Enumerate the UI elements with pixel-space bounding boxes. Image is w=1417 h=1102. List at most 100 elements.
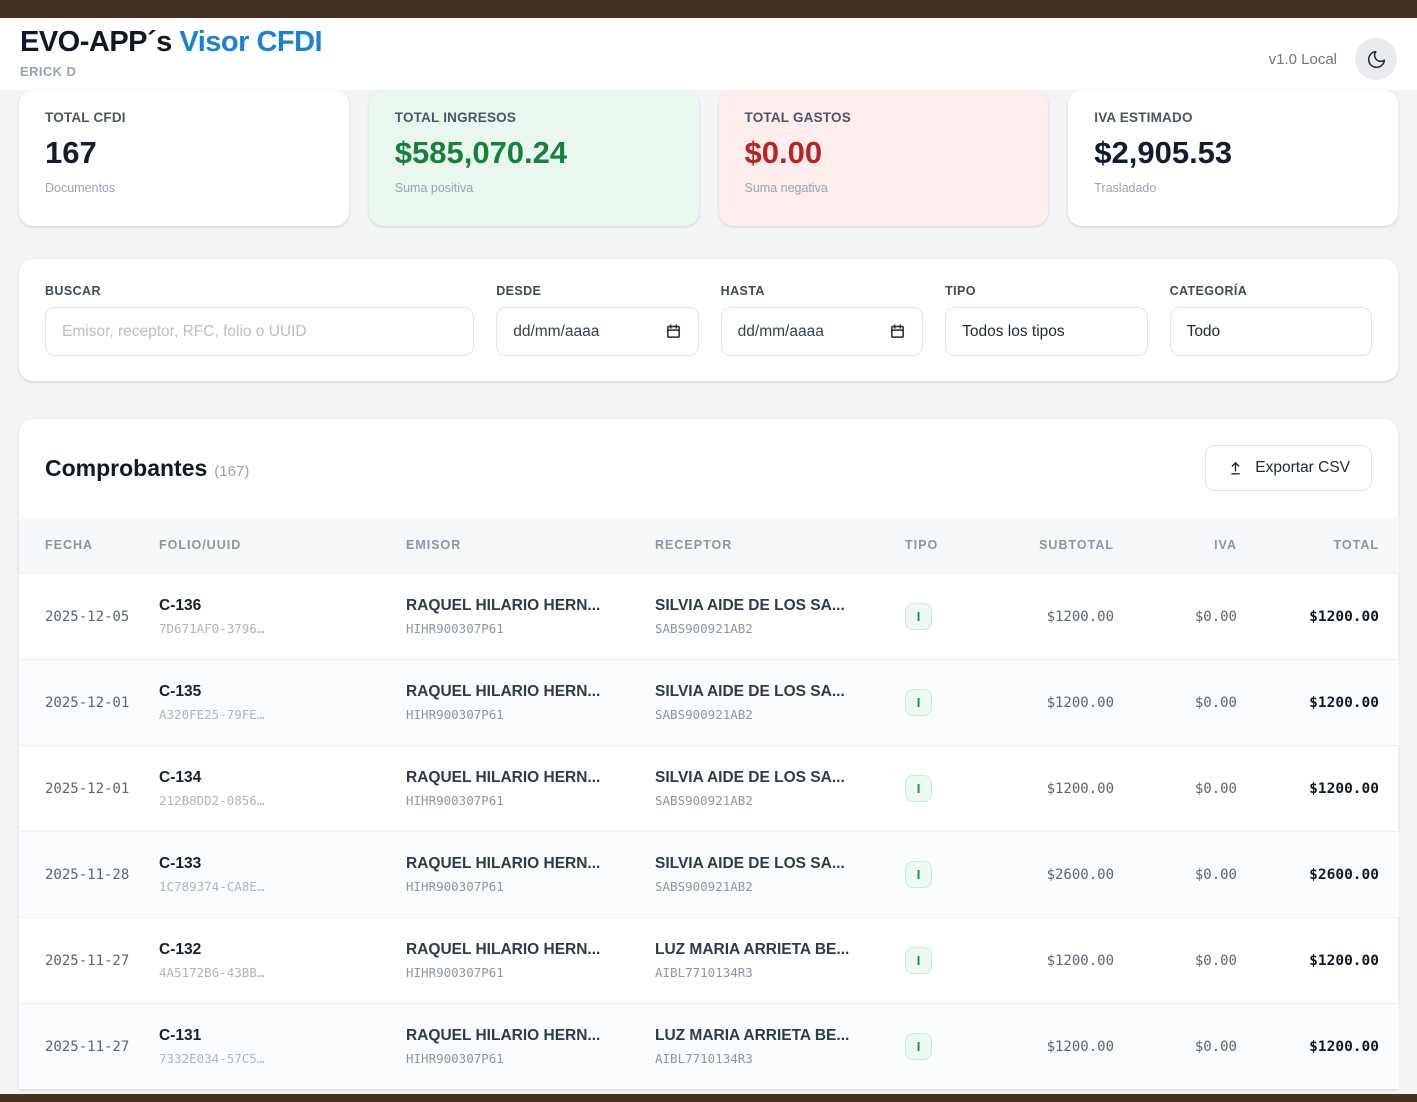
cell-subtotal: $1200.00 <box>977 1004 1114 1090</box>
receptor-rfc: SABS900921AB2 <box>655 707 905 722</box>
type-label: TIPO <box>945 284 1147 298</box>
cell-subtotal: $2600.00 <box>977 832 1114 918</box>
cell-receptor: LUZ MARIA ARRIETA BE... AIBL7710134R3 <box>655 1004 905 1090</box>
calendar-icon[interactable] <box>889 323 906 340</box>
fecha-value: 2025-12-01 <box>45 781 129 797</box>
table-row[interactable]: 2025-11-27 C-131 7332E034-57C5… RAQUEL H… <box>19 1004 1399 1090</box>
folio-value: C-131 <box>159 1027 406 1045</box>
card-sub: Suma positiva <box>395 181 673 195</box>
col-header-total: TOTAL <box>1237 517 1399 574</box>
table-title-wrap: Comprobantes (167) <box>45 455 249 482</box>
col-header-iva: IVA <box>1114 517 1237 574</box>
title-block: EVO-APP´s Visor CFDI ERICK D <box>20 26 322 80</box>
cell-subtotal: $1200.00 <box>977 574 1114 660</box>
table-row[interactable]: 2025-12-01 C-134 212B8DD2-0856… RAQUEL H… <box>19 746 1399 832</box>
cell-emisor: RAQUEL HILARIO HERN... HIHR900307P61 <box>406 574 655 660</box>
title-accent: Visor CFDI <box>179 26 322 58</box>
date-to-value: dd/mm/aaaa <box>738 323 824 341</box>
tipo-badge: I <box>905 1033 932 1060</box>
header-right: v1.0 Local <box>1269 38 1397 80</box>
table-count: (167) <box>214 463 249 480</box>
receptor-rfc: SABS900921AB2 <box>655 621 905 636</box>
iva-value: $0.00 <box>1195 1039 1237 1055</box>
total-value: $1200.00 <box>1309 1039 1379 1055</box>
cell-receptor: LUZ MARIA ARRIETA BE... AIBL7710134R3 <box>655 918 905 1004</box>
card-value: $2,905.53 <box>1094 134 1372 171</box>
folio-value: C-136 <box>159 597 406 615</box>
iva-value: $0.00 <box>1195 781 1237 797</box>
uuid-value: A320FE25-79FE… <box>159 707 406 722</box>
cell-fecha: 2025-12-05 <box>19 574 159 660</box>
emisor-name: RAQUEL HILARIO HERN... <box>406 683 655 701</box>
top-accent-bar <box>0 0 1417 18</box>
type-selected-value: Todos los tipos <box>962 323 1065 341</box>
uuid-value: 7332E034-57C5… <box>159 1051 406 1066</box>
receptor-rfc: AIBL7710134R3 <box>655 1051 905 1066</box>
emisor-name: RAQUEL HILARIO HERN... <box>406 855 655 873</box>
emisor-name: RAQUEL HILARIO HERN... <box>406 597 655 615</box>
date-from-input[interactable]: dd/mm/aaaa <box>496 307 698 356</box>
emisor-name: RAQUEL HILARIO HERN... <box>406 769 655 787</box>
date-to-input[interactable]: dd/mm/aaaa <box>721 307 923 356</box>
table-row[interactable]: 2025-11-27 C-132 4A5172B6-43BB… RAQUEL H… <box>19 918 1399 1004</box>
table-title: Comprobantes <box>45 455 207 481</box>
cell-subtotal: $1200.00 <box>977 746 1114 832</box>
theme-toggle-button[interactable] <box>1355 38 1397 80</box>
table-row[interactable]: 2025-11-28 C-133 1C789374-CA8E… RAQUEL H… <box>19 832 1399 918</box>
cell-folio-uuid: C-133 1C789374-CA8E… <box>159 832 406 918</box>
total-value: $1200.00 <box>1309 781 1379 797</box>
cell-fecha: 2025-11-28 <box>19 832 159 918</box>
cell-iva: $0.00 <box>1114 574 1237 660</box>
app-header: EVO-APP´s Visor CFDI ERICK D v1.0 Local <box>0 18 1417 90</box>
card-label: TOTAL INGRESOS <box>395 110 673 125</box>
receptor-rfc: AIBL7710134R3 <box>655 965 905 980</box>
emisor-rfc: HIHR900307P61 <box>406 793 655 808</box>
card-iva-estimado: IVA ESTIMADO $2,905.53 Trasladado <box>1068 90 1398 226</box>
cell-total: $1200.00 <box>1237 660 1399 746</box>
cell-iva: $0.00 <box>1114 918 1237 1004</box>
type-field: TIPO Todos los tipos <box>945 284 1147 356</box>
bottom-accent-bar <box>0 1094 1417 1102</box>
type-select[interactable]: Todos los tipos <box>945 307 1147 356</box>
cell-subtotal: $1200.00 <box>977 660 1114 746</box>
category-select[interactable]: Todo <box>1170 307 1372 356</box>
card-sub: Documentos <box>45 181 323 195</box>
card-sub: Suma negativa <box>745 181 1023 195</box>
table-row[interactable]: 2025-12-01 C-135 A320FE25-79FE… RAQUEL H… <box>19 660 1399 746</box>
search-input[interactable] <box>45 307 474 356</box>
category-selected-value: Todo <box>1187 323 1221 341</box>
title-primary: EVO-APP´s <box>20 26 172 58</box>
cell-emisor: RAQUEL HILARIO HERN... HIHR900307P61 <box>406 918 655 1004</box>
page-title: EVO-APP´s Visor CFDI <box>20 26 322 59</box>
upload-arrow-icon <box>1227 460 1244 477</box>
subtotal-value: $1200.00 <box>1047 953 1114 969</box>
cell-folio-uuid: C-134 212B8DD2-0856… <box>159 746 406 832</box>
subtotal-value: $1200.00 <box>1047 1039 1114 1055</box>
fecha-value: 2025-12-01 <box>45 695 129 711</box>
calendar-icon[interactable] <box>665 323 682 340</box>
cell-fecha: 2025-12-01 <box>19 746 159 832</box>
subtotal-value: $1200.00 <box>1047 609 1114 625</box>
cell-receptor: SILVIA AIDE DE LOS SA... SABS900921AB2 <box>655 574 905 660</box>
tipo-badge: I <box>905 603 932 630</box>
col-header-receptor: RECEPTOR <box>655 517 905 574</box>
cell-emisor: RAQUEL HILARIO HERN... HIHR900307P61 <box>406 746 655 832</box>
folio-value: C-133 <box>159 855 406 873</box>
iva-value: $0.00 <box>1195 609 1237 625</box>
subtotal-value: $1200.00 <box>1047 695 1114 711</box>
cell-total: $1200.00 <box>1237 746 1399 832</box>
uuid-value: 4A5172B6-43BB… <box>159 965 406 980</box>
export-csv-button[interactable]: Exportar CSV <box>1205 445 1372 491</box>
search-field: BUSCAR <box>45 284 474 356</box>
receptor-name: SILVIA AIDE DE LOS SA... <box>655 597 905 615</box>
card-value: $585,070.24 <box>395 134 673 171</box>
cell-iva: $0.00 <box>1114 832 1237 918</box>
emisor-rfc: HIHR900307P61 <box>406 621 655 636</box>
emisor-name: RAQUEL HILARIO HERN... <box>406 1027 655 1045</box>
cell-receptor: SILVIA AIDE DE LOS SA... SABS900921AB2 <box>655 660 905 746</box>
moon-icon <box>1366 49 1387 70</box>
table-row[interactable]: 2025-12-05 C-136 7D671AF0-3796… RAQUEL H… <box>19 574 1399 660</box>
folio-value: C-135 <box>159 683 406 701</box>
fecha-value: 2025-11-28 <box>45 867 129 883</box>
receptor-rfc: SABS900921AB2 <box>655 879 905 894</box>
